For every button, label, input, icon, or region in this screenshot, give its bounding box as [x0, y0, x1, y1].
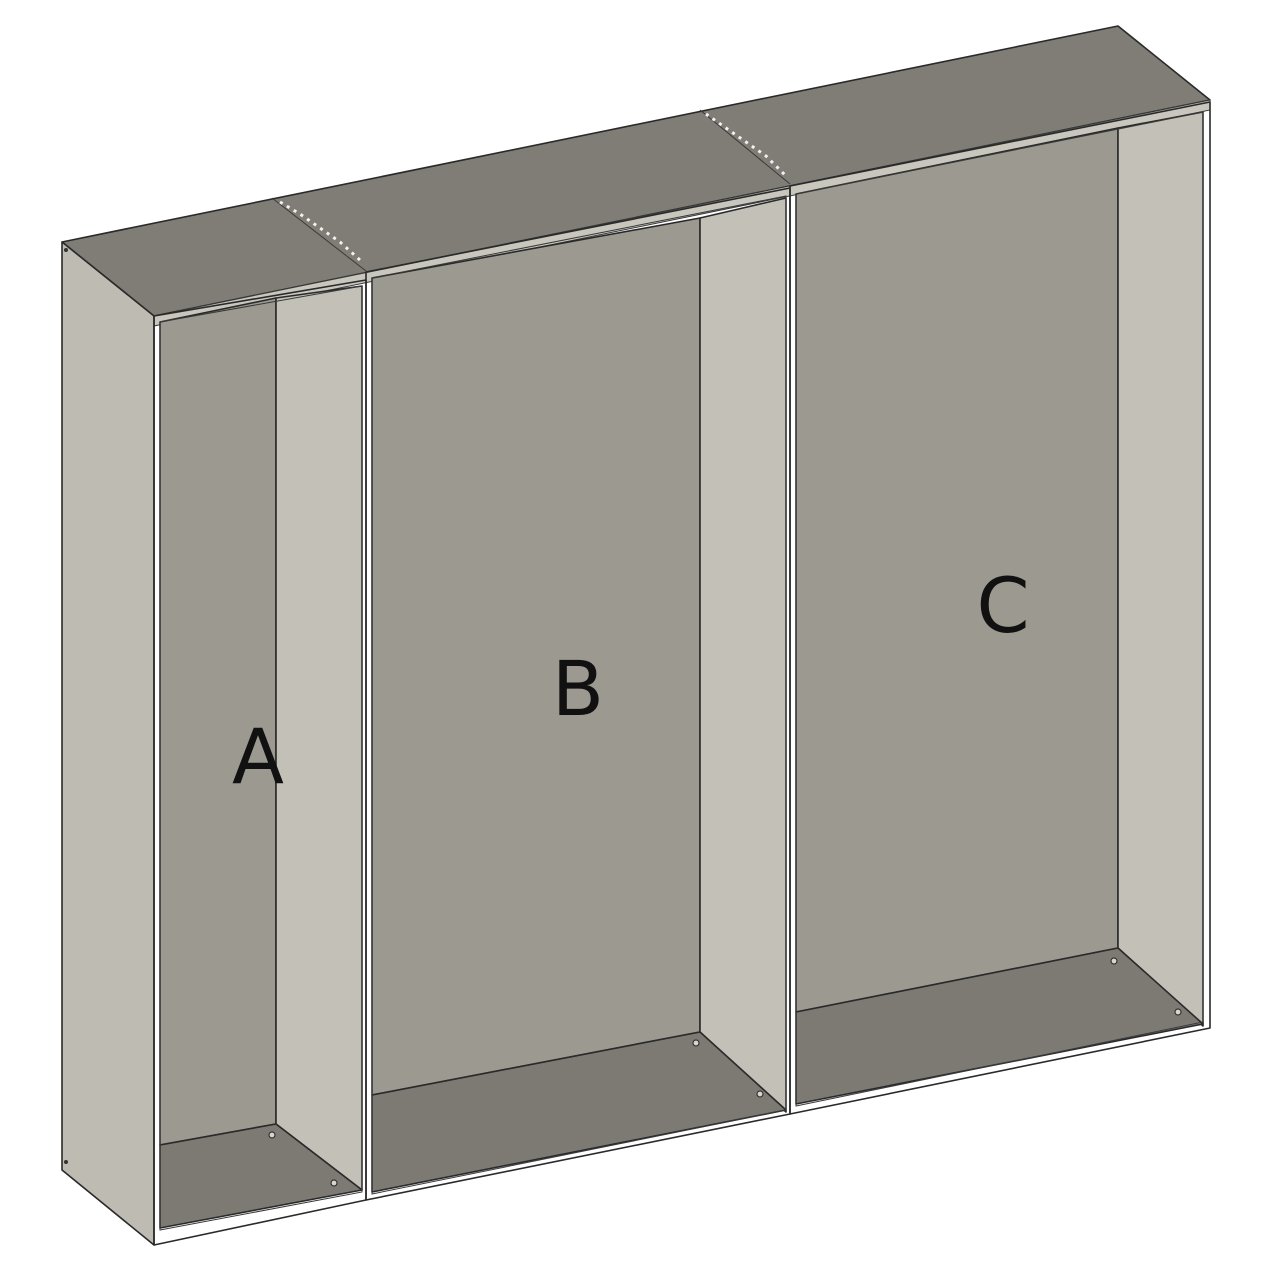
- label-a: A: [232, 712, 284, 801]
- cabinet-c-back: [795, 127, 1119, 1013]
- cabinet-a-right-side: [275, 285, 363, 1191]
- left-outer-side: [61, 241, 155, 1246]
- cabinet-c-frame: [789, 101, 1211, 1115]
- cabinet-a-hole-2: [330, 1179, 338, 1187]
- cabinet-b-hole-2: [756, 1090, 764, 1098]
- cabinet-b: [365, 187, 791, 1201]
- cabinet-b-back: [371, 217, 701, 1096]
- cabinet-a-frame-inner: [159, 285, 363, 1231]
- label-b: B: [552, 644, 604, 733]
- cabinet-a: [153, 279, 367, 1246]
- cabinet-b-right-side: [699, 197, 787, 1113]
- cabinet-a-hole-1: [268, 1131, 276, 1139]
- cabinet-c: [789, 101, 1211, 1115]
- cabinet-c-right-side: [1117, 111, 1204, 1027]
- top-seam-ab-dots: [279, 200, 362, 262]
- top-seam-bc-dots: [705, 112, 788, 178]
- cabinet-c-hole-1: [1110, 957, 1118, 965]
- cabinet-c-frame-inner: [795, 111, 1204, 1107]
- cabinet-c-hole-2: [1174, 1008, 1182, 1016]
- top-seam-ab: [271, 197, 367, 272]
- cabinet-b-frame-inner: [371, 195, 787, 1195]
- label-c: C: [976, 561, 1029, 650]
- cabinet-b-hole-1: [692, 1039, 700, 1047]
- left-edge-dot-top: [64, 248, 68, 252]
- top-seam-bc: [699, 109, 791, 185]
- left-edge-dot-bottom: [64, 1160, 68, 1164]
